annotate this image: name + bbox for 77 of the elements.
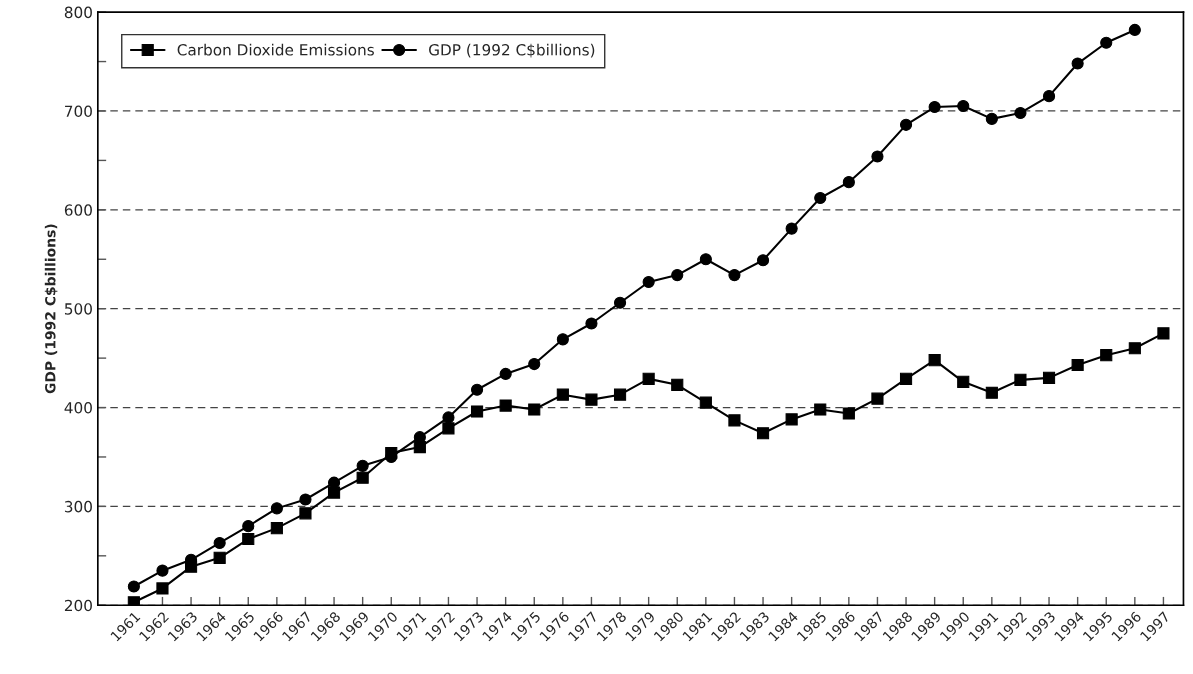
point — [1014, 373, 1027, 386]
point — [470, 405, 484, 418]
y-tick-label: 800 — [64, 6, 92, 19]
point — [1157, 327, 1170, 340]
point — [785, 222, 798, 235]
point — [327, 476, 341, 489]
point — [756, 254, 770, 267]
point — [127, 580, 140, 593]
point — [156, 564, 169, 577]
y-tick-label: 600 — [64, 204, 92, 216]
y-tick-label: 200 — [64, 599, 92, 612]
point — [899, 372, 913, 385]
point — [556, 333, 569, 346]
point — [642, 372, 655, 385]
point — [156, 582, 169, 595]
point — [556, 388, 569, 401]
point — [985, 386, 998, 399]
point — [957, 99, 970, 113]
y-tick-label: 400 — [64, 402, 92, 414]
point — [613, 296, 627, 309]
point — [1100, 349, 1113, 362]
point — [1100, 36, 1113, 49]
point — [1128, 342, 1141, 355]
point — [842, 407, 855, 420]
point — [785, 413, 798, 426]
point — [1042, 90, 1056, 103]
point — [814, 403, 827, 416]
point — [671, 378, 684, 391]
point — [127, 596, 140, 606]
point — [814, 191, 827, 205]
point — [1071, 358, 1084, 372]
point — [756, 427, 770, 440]
point — [585, 317, 598, 330]
point — [299, 493, 312, 506]
point — [928, 100, 941, 114]
point — [528, 403, 541, 416]
point — [728, 414, 741, 427]
y-tick-label: 700 — [65, 105, 92, 118]
point — [270, 522, 283, 535]
point — [585, 393, 598, 406]
point — [871, 392, 884, 405]
y-tick-label: 300 — [64, 500, 92, 513]
point — [356, 471, 369, 484]
point — [699, 253, 712, 266]
legend-label: Carbon Dioxide Emissions — [177, 43, 374, 56]
point — [1042, 371, 1056, 384]
y-tick-label: 500 — [64, 303, 92, 315]
point — [928, 354, 941, 367]
y-axis-title: GDP (1992 C$billions) — [44, 224, 58, 394]
point — [327, 486, 341, 499]
point — [642, 275, 655, 289]
legend-label: GDP (1992 C$billions) — [429, 43, 595, 58]
point — [899, 118, 913, 131]
point — [871, 150, 884, 163]
point — [242, 520, 255, 533]
point — [442, 411, 455, 424]
point — [528, 357, 541, 371]
point — [1128, 23, 1141, 36]
point — [1014, 106, 1027, 120]
point — [728, 269, 741, 282]
point — [613, 388, 627, 401]
point — [499, 399, 512, 412]
point — [299, 507, 312, 520]
point — [213, 551, 226, 564]
point — [957, 375, 970, 388]
point — [356, 459, 369, 472]
point — [470, 383, 484, 396]
point — [671, 269, 684, 282]
point — [985, 112, 998, 125]
point — [499, 367, 512, 381]
point — [442, 422, 455, 435]
point — [699, 396, 712, 409]
point — [242, 532, 255, 546]
point — [270, 502, 283, 515]
point — [213, 536, 226, 550]
point — [1071, 57, 1084, 70]
point — [842, 176, 855, 189]
